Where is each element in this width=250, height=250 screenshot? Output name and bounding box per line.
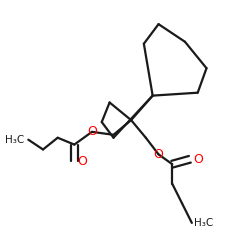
Text: O: O xyxy=(77,155,87,168)
Text: O: O xyxy=(87,125,97,138)
Text: O: O xyxy=(193,153,203,166)
Text: H₃C: H₃C xyxy=(5,135,24,145)
Text: H₃C: H₃C xyxy=(194,218,213,228)
Text: O: O xyxy=(154,148,164,161)
